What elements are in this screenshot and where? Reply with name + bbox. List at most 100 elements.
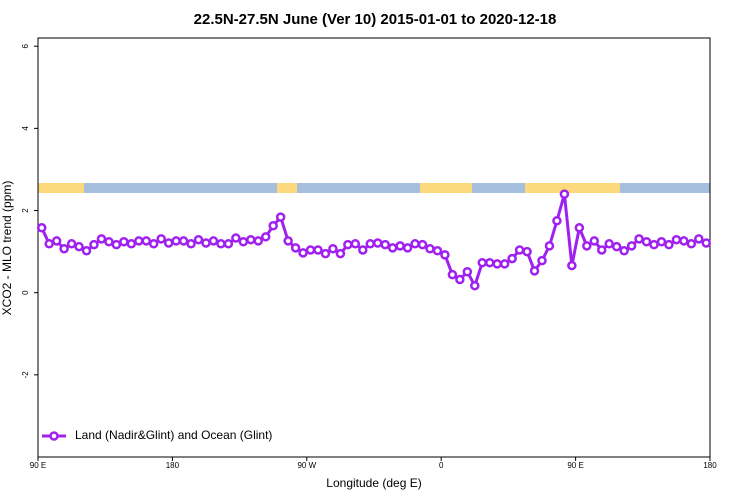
data-point: [686, 239, 697, 249]
data-point: [96, 234, 107, 244]
data-point: [350, 239, 361, 249]
data-point: [275, 212, 286, 222]
data-point: [81, 246, 92, 256]
data-point: [552, 216, 562, 226]
data-point: [582, 241, 592, 251]
data-point: [36, 223, 47, 233]
data-point: [701, 238, 712, 248]
x-tick-label: 90 E: [30, 461, 46, 470]
data-point: [574, 223, 585, 233]
data-point: [649, 239, 659, 250]
data-point: [679, 236, 689, 246]
y-axis-label: XCO2 - MLO trend (ppm): [0, 181, 14, 316]
data-point: [290, 243, 301, 253]
data-point: [163, 238, 174, 248]
plot-frame: [37, 37, 711, 458]
data-point: [395, 241, 405, 251]
x-tick-label: 180: [166, 461, 180, 470]
data-point: [186, 239, 196, 249]
data-point: [51, 236, 62, 246]
data-point: [148, 239, 159, 249]
data-point: [671, 234, 682, 245]
data-point: [417, 239, 428, 250]
x-tick-label: 90 E: [567, 461, 583, 470]
data-point: [634, 234, 644, 244]
data-point: [455, 274, 465, 285]
data-point: [380, 239, 390, 250]
data-point: [343, 239, 353, 250]
data-point: [201, 238, 211, 248]
data-point: [694, 234, 704, 244]
data-point: [231, 233, 241, 243]
data-point: [119, 236, 129, 247]
data-point: [470, 280, 480, 291]
data-point: [589, 236, 600, 246]
data-point: [567, 260, 577, 271]
y-tick-label: 2: [21, 208, 30, 213]
data-point: [328, 243, 338, 254]
data-point: [44, 239, 54, 249]
data-point: [260, 232, 271, 242]
x-axis-label: Longitude (deg E): [326, 476, 421, 490]
data-point: [619, 246, 629, 256]
data-point: [372, 238, 383, 248]
y-tick-label: 4: [21, 126, 30, 131]
data-point: [298, 248, 308, 258]
data-point: [208, 236, 219, 246]
data-point: [365, 239, 376, 249]
data-point: [462, 266, 473, 277]
legend-label: Land (Nadir&Glint) and Ocean (Glint): [75, 428, 272, 442]
data-point: [604, 239, 614, 249]
x-tick-label: 0: [439, 461, 444, 470]
data-point: [544, 241, 555, 251]
data-point: [484, 257, 495, 268]
data-point: [537, 255, 547, 266]
data-point: [134, 236, 144, 246]
data-point: [440, 250, 450, 260]
data-point: [178, 236, 189, 246]
data-point: [358, 245, 368, 255]
data-point: [126, 239, 137, 249]
data-point: [387, 243, 398, 253]
data-point: [238, 236, 249, 247]
data-point: [171, 236, 181, 246]
data-point: [477, 257, 488, 268]
x-tick-label: 180: [703, 461, 717, 470]
data-point: [432, 246, 443, 256]
data-point: [425, 243, 435, 254]
data-point: [641, 236, 652, 247]
map-strip: [38, 183, 710, 193]
data-point: [89, 239, 99, 250]
data-point: [522, 246, 532, 257]
data-point: [664, 239, 674, 250]
data-point: [59, 243, 69, 254]
data-point: [268, 220, 278, 231]
data-point: [283, 236, 293, 246]
data-point: [447, 269, 458, 280]
data-point: [626, 241, 637, 251]
data-point: [111, 239, 122, 250]
data-point: [492, 259, 502, 269]
x-tick-label: 90 W: [297, 461, 316, 470]
data-point: [216, 239, 226, 249]
data-point: [246, 234, 256, 245]
data-point: [320, 248, 331, 259]
data-point: [223, 239, 234, 249]
legend-marker: [49, 431, 59, 441]
data-point: [156, 234, 166, 244]
data-point: [596, 245, 607, 255]
data-point: [410, 239, 420, 249]
data-point: [193, 234, 204, 245]
data-point: [253, 236, 264, 246]
data-point: [104, 236, 114, 247]
data-point: [529, 266, 540, 276]
data-point: [402, 243, 413, 253]
data-point: [656, 236, 667, 247]
data-point: [499, 259, 510, 269]
data-point: [313, 245, 323, 255]
data-point: [141, 236, 152, 246]
data-point: [74, 241, 84, 252]
data-point: [305, 245, 316, 255]
data-point: [66, 239, 77, 249]
